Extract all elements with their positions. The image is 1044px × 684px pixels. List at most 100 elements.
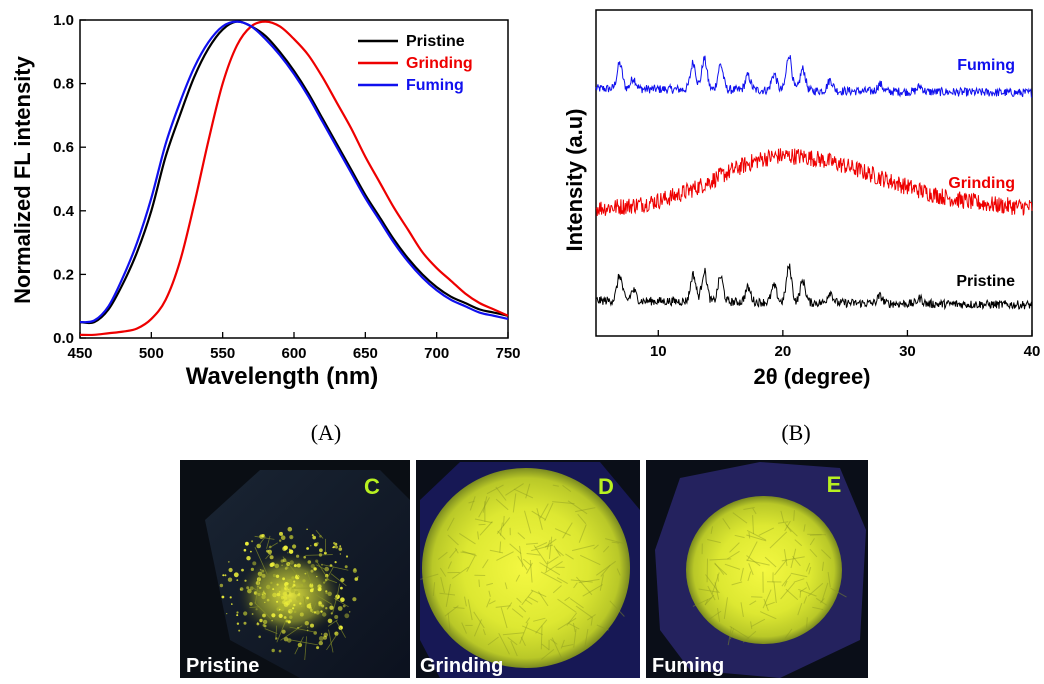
powder-streak	[536, 508, 543, 530]
powder-streak	[571, 544, 595, 552]
powder-streak	[743, 507, 755, 510]
crystal-speck	[282, 591, 288, 597]
crystal-speck	[259, 569, 262, 571]
powder-streak	[748, 532, 751, 539]
panel-b-series-label-grinding: Grinding	[948, 175, 1015, 192]
crystal-needle	[316, 560, 330, 581]
powder-streak	[727, 550, 740, 560]
crystal-speck	[344, 613, 350, 619]
crystal-speck	[324, 566, 330, 572]
panel-a-line-fuming	[79, 20, 509, 324]
powder-streak	[540, 571, 562, 584]
crystal-needle	[280, 625, 303, 641]
powder-streak	[522, 625, 543, 636]
crystal-speck	[339, 545, 342, 547]
powder-streak	[724, 563, 741, 570]
powder-streak	[460, 551, 476, 555]
powder-streak	[740, 602, 744, 617]
photo-e-letter: E	[827, 472, 842, 497]
powder-streak	[530, 589, 547, 598]
powder-streak	[819, 598, 825, 604]
powder-streak	[474, 518, 493, 524]
panel-a-y-tick-label: 1.0	[53, 12, 74, 29]
crystal-speck	[241, 568, 244, 572]
crystal-speck	[269, 555, 274, 560]
panel-a-x-tick-label: 550	[210, 345, 235, 362]
panel-b-line-fuming	[595, 55, 1033, 98]
crystal-speck	[257, 592, 261, 597]
crystal-speck	[278, 608, 281, 611]
crystal-speck	[283, 616, 287, 619]
photo-c-letter: C	[364, 474, 380, 499]
crystal-speck	[299, 612, 304, 617]
powder-streak	[544, 502, 554, 522]
crystal-speck	[271, 619, 273, 622]
powder-streak	[578, 524, 587, 543]
powder-streak	[729, 628, 734, 640]
crystal-speck	[291, 576, 295, 580]
crystal-speck	[344, 565, 348, 569]
powder-streak	[798, 588, 817, 597]
powder-streak	[821, 561, 824, 571]
panel-a-x-tick-label: 750	[495, 345, 520, 362]
powder-streak	[805, 562, 811, 572]
powder-streak	[723, 597, 728, 619]
powder-streak	[722, 518, 731, 530]
legend-label-fuming: Fuming	[406, 77, 464, 94]
crystal-speck	[285, 600, 291, 606]
powder-streak	[568, 622, 580, 630]
crystal-needle	[288, 639, 318, 646]
crystal-speck	[306, 596, 309, 600]
crystal-speck	[316, 575, 318, 578]
powder-streak	[587, 614, 596, 621]
crystal-needle	[268, 542, 278, 549]
panel-a-line-pristine	[79, 20, 509, 325]
powder-streak	[519, 545, 524, 567]
powder-streak	[790, 572, 808, 578]
crystal-speck	[287, 608, 293, 614]
crystal-speck	[262, 623, 266, 627]
powder-streak	[746, 541, 758, 562]
powder-streak	[517, 532, 526, 540]
panel-a-chart: 450 500 550 600 650 700 750 0.0 0.2 0.4 0.6 0.8 1.0…	[10, 12, 521, 390]
crystal-speck	[250, 550, 252, 553]
crystal-speck	[249, 602, 253, 606]
crystal-needle	[323, 567, 334, 584]
powder-streak	[707, 539, 721, 544]
powder-streak	[533, 617, 546, 622]
crystal-speck	[278, 588, 282, 591]
crystal-speck	[312, 535, 317, 540]
crystal-speck	[339, 553, 342, 555]
powder-streak	[605, 538, 625, 545]
crystal-speck	[288, 548, 291, 551]
panel-a-y-axis-label: Normalized FL intensity	[10, 55, 35, 304]
powder-streak	[544, 560, 563, 574]
powder-streak	[495, 605, 511, 608]
crystal-speck	[250, 586, 254, 590]
powder-streak	[748, 563, 754, 576]
crystal-speck	[282, 577, 285, 581]
crystal-speck	[245, 541, 249, 546]
powder-streak	[582, 584, 604, 597]
photo-e-fuming: E Fuming	[646, 460, 868, 678]
powder-streak	[496, 551, 514, 561]
crystal-speck	[332, 545, 336, 549]
crystal-needle	[330, 573, 347, 587]
powder-streak	[803, 524, 806, 532]
powder-streak	[462, 550, 477, 557]
crystal-speck	[280, 535, 286, 540]
powder-streak	[552, 484, 559, 487]
powder-streak	[707, 610, 722, 622]
powder-streak	[552, 501, 575, 505]
crystal-speck	[246, 556, 251, 561]
powder-streak	[794, 539, 803, 547]
crystal-speck	[345, 555, 349, 558]
crystal-needle	[254, 602, 272, 619]
powder-streak	[812, 606, 824, 611]
crystal-speck	[236, 622, 240, 625]
powder-streak	[830, 587, 847, 598]
crystal-speck	[352, 597, 357, 602]
powder-streak	[799, 587, 807, 593]
powder-streak	[420, 573, 439, 580]
